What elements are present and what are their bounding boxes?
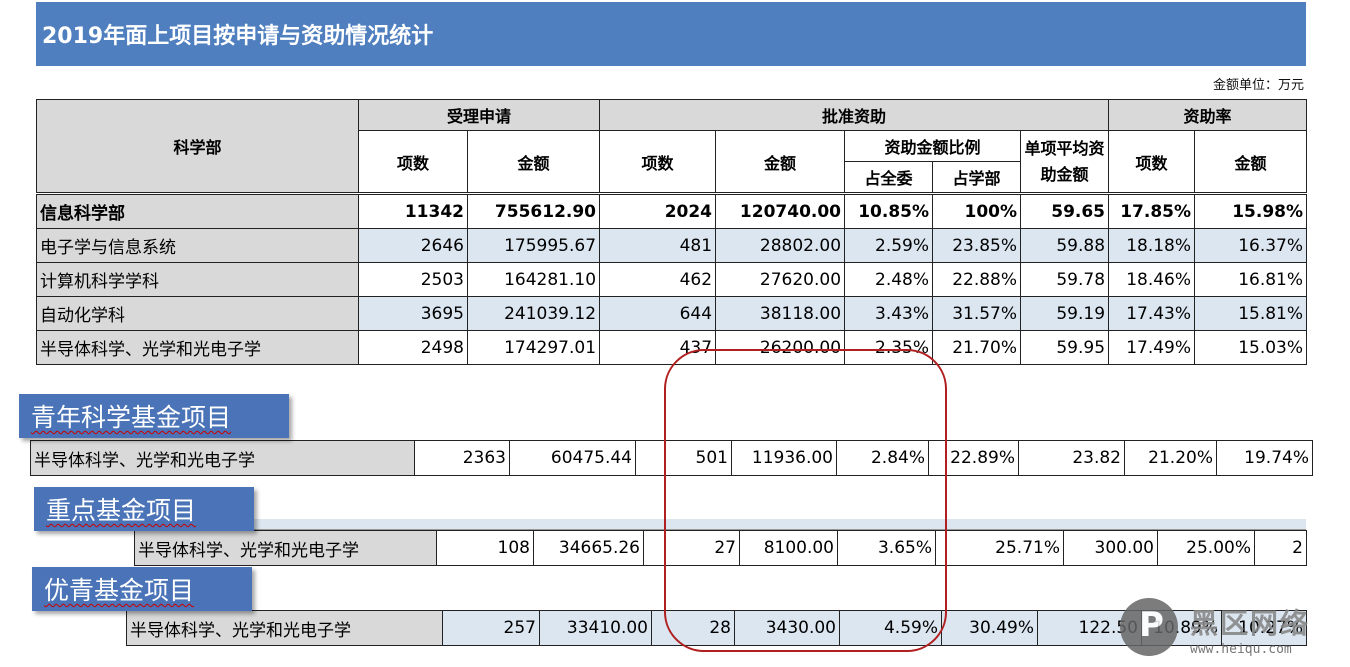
section-label-excellent: 优青基金项目	[32, 567, 252, 611]
section-label-youth: 青年科学基金项目	[19, 394, 289, 438]
header-avg: 单项平均资助金额	[1020, 130, 1110, 194]
unit-note: 金额单位：万元	[1212, 78, 1304, 93]
table-row: 计算机科学学科 2503 164281.10 462 27620.00 2.48…	[36, 262, 1308, 297]
table-row: 自动化学科 3695 241039.12 644 38118.00 3.43% …	[36, 296, 1308, 331]
watermark-url: www.heiqu.com	[1190, 642, 1292, 657]
watermark-text: 黑区网络	[1190, 607, 1311, 640]
highlight-circle	[664, 349, 947, 652]
header-rate: 资助率	[1108, 99, 1308, 131]
header-rate-amount: 金额	[1194, 130, 1308, 194]
header-app-amount: 金额	[466, 130, 601, 194]
page-title: 2019年面上项目按申请与资助情况统计	[42, 24, 434, 49]
table-row: 电子学与信息系统 2646 175995.67 481 28802.00 2.5…	[36, 228, 1308, 263]
main-table: 科学部 受理申请 批准资助 资助率 项数 金额 项数 金额 资助金额比例 单项平…	[36, 99, 1308, 365]
youth-fund-table: 半导体科学、光学和光电子学 2363 60475.44 501 11936.00…	[30, 440, 1313, 476]
header-of-all: 占全委	[844, 161, 934, 194]
table-row: 信息科学部 11342 755612.90 2024 120740.00 10.…	[36, 192, 1308, 229]
header-of-dept: 占学部	[932, 161, 1022, 194]
header-ap-amount: 金额	[715, 130, 846, 194]
watermark-logo-icon: P	[1120, 598, 1178, 656]
section-label-key: 重点基金项目	[34, 487, 254, 531]
table-row: 半导体科学、光学和光电子学 2498 174297.01 437 26200.0…	[36, 330, 1308, 365]
key-fund-table: 半导体科学、光学和光电子学 108 34665.26 27 8100.00 3.…	[134, 530, 1307, 566]
header-ap-count: 项数	[599, 130, 717, 194]
header-ratio: 资助金额比例	[844, 130, 1022, 162]
header-dept: 科学部	[36, 99, 359, 194]
cropped-row-fragment	[134, 519, 1306, 530]
header-rate-count: 项数	[1108, 130, 1196, 194]
table-row: 半导体科学、光学和光电子学 2363 60475.44 501 11936.00…	[30, 440, 1313, 476]
header-app-count: 项数	[358, 130, 468, 194]
watermark: P 黑区网络 www.heiqu.com	[1110, 598, 1350, 667]
table-row: 半导体科学、光学和光电子学 108 34665.26 27 8100.00 3.…	[134, 530, 1307, 566]
header-applied: 受理申请	[357, 99, 601, 131]
header-approved: 批准资助	[599, 99, 1110, 131]
title-banner: 2019年面上项目按申请与资助情况统计	[36, 2, 1306, 66]
